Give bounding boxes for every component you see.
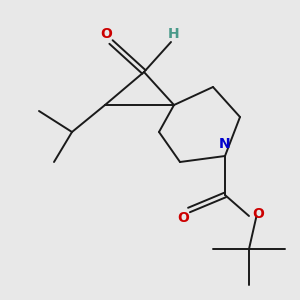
Text: O: O: [177, 212, 189, 226]
Text: O: O: [100, 26, 112, 40]
Text: N: N: [219, 137, 231, 152]
Text: H: H: [168, 26, 180, 40]
Text: O: O: [252, 208, 264, 221]
